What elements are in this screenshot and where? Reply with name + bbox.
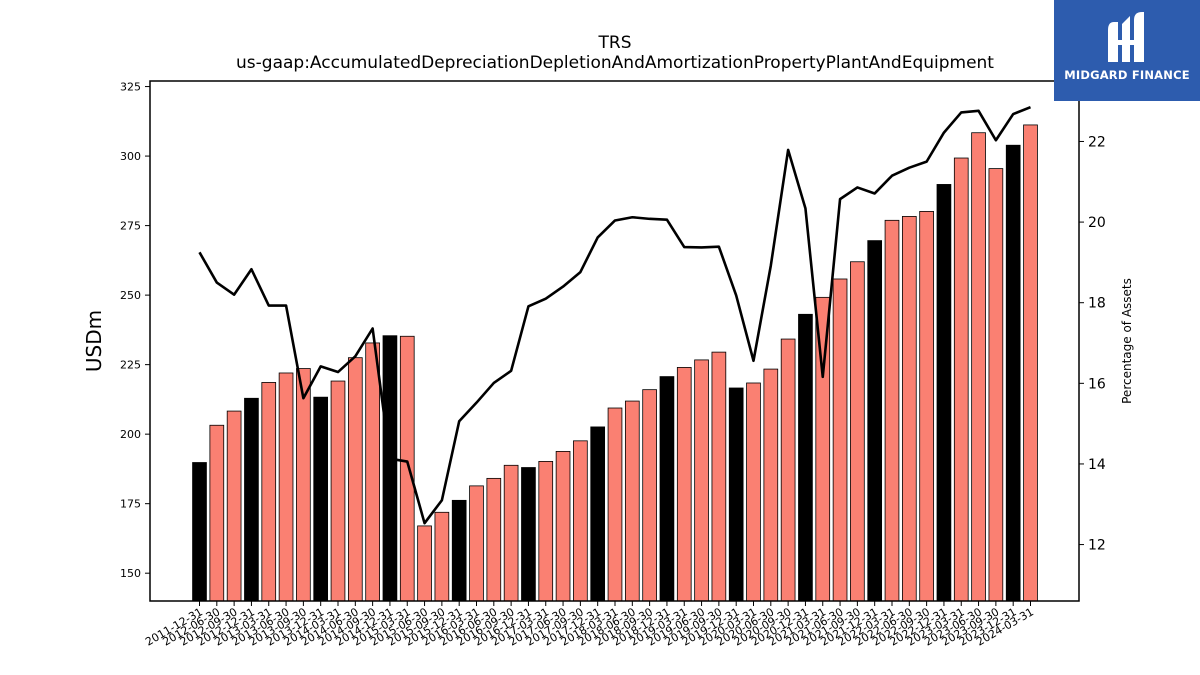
bar-2018-06-30: [624, 400, 640, 602]
bar-2016-09-30: [503, 464, 519, 602]
y-tick-label-200: 200: [120, 428, 141, 441]
y2-tick-label-20: 20: [1088, 215, 1106, 231]
chart-subtitle: us-gaap:AccumulatedDepreciationDepletion…: [236, 53, 994, 73]
bar-2022-03-31: [884, 219, 900, 602]
bar-2022-06-30: [901, 216, 917, 602]
bar-2017-12-31: [590, 426, 606, 602]
y2-tick-label-16: 16: [1088, 376, 1106, 392]
bar-2020-09-30: [780, 338, 796, 602]
bar-2015-06-30: [417, 525, 432, 602]
bar-2021-03-31: [815, 296, 831, 602]
bar-2019-12-31: [728, 387, 744, 602]
y-tick-label-325: 325: [120, 81, 141, 94]
bar-2017-06-30: [555, 450, 571, 602]
bar-2013-09-30: [296, 368, 311, 602]
bar-2017-03-31: [538, 461, 554, 602]
y2-tick-label-18: 18: [1088, 296, 1106, 312]
y-tick-label-250: 250: [120, 289, 141, 302]
bar-2019-03-31: [676, 367, 692, 602]
y-tick-label-175: 175: [120, 498, 141, 511]
bar-2023-06-30: [971, 132, 986, 602]
bar-2015-03-31: [399, 335, 415, 602]
bar-2023-03-31: [953, 157, 969, 602]
bar-2023-12-31: [1005, 144, 1021, 602]
bar-2020-03-31: [746, 382, 761, 602]
bar-2015-09-30: [434, 511, 450, 602]
y-tick-label-150: 150: [120, 567, 141, 580]
bar-2023-09-30: [988, 168, 1004, 602]
y-axis-right: 12 14 16 18 20 22: [1079, 134, 1106, 554]
bar-2014-12-31: [382, 335, 398, 602]
bar-2012-06-30: [209, 424, 225, 602]
bar-2018-09-30: [642, 389, 657, 602]
y-axis-label: USDm: [82, 310, 106, 372]
bar-2017-09-30: [573, 440, 588, 602]
bar-2019-06-30: [694, 359, 709, 602]
logo-mark-icon: [1108, 12, 1144, 62]
bar-2013-03-31: [261, 382, 277, 602]
bar-2021-06-30: [832, 278, 848, 602]
bar-2014-06-30: [347, 357, 363, 602]
y2-tick-label-14: 14: [1088, 457, 1106, 473]
bar-2019-09-30: [711, 351, 727, 602]
bar-2022-09-30: [919, 211, 934, 602]
bar-2018-03-31: [607, 407, 623, 602]
y-tick-label-275: 275: [120, 220, 141, 233]
y-tick-label-225: 225: [120, 359, 141, 372]
bar-2016-12-31: [521, 467, 536, 602]
bar-2014-03-31: [330, 380, 346, 602]
bar-2011-12-31: [192, 462, 207, 602]
y2-tick-label-12: 12: [1088, 538, 1106, 554]
bar-2013-12-31: [313, 396, 329, 602]
percentage-line: [198, 105, 1031, 525]
x-axis: 2011-12-312012-06-302012-09-302012-12-31…: [143, 601, 1036, 649]
logo-text: MIDGARD FINANCE: [1064, 68, 1190, 82]
y2-axis-label: Percentage of Assets: [1120, 278, 1134, 404]
bar-2018-12-31: [659, 376, 675, 602]
bar-2016-03-31: [469, 485, 484, 602]
y-tick-label-300: 300: [120, 150, 141, 163]
bar-2013-06-30: [278, 372, 294, 602]
line-group: [198, 105, 1031, 525]
brand-logo: MIDGARD FINANCE: [1054, 0, 1200, 101]
bar-2022-12-31: [936, 184, 952, 602]
y2-tick-label-22: 22: [1088, 134, 1106, 150]
bar-2012-09-30: [226, 410, 242, 602]
bar-2014-09-30: [365, 342, 380, 602]
bar-group: [192, 124, 1038, 602]
bar-2020-12-31: [798, 313, 813, 602]
bar-2021-12-31: [867, 240, 883, 602]
bar-2015-12-31: [451, 499, 467, 602]
bar-2012-12-31: [244, 397, 259, 602]
bar-2024-03-31: [1023, 124, 1038, 602]
bar-2016-06-30: [486, 477, 502, 602]
chart-title: TRS: [598, 33, 632, 53]
bar-2021-09-30: [850, 261, 865, 602]
y-axis-left: 150 175 200 225 250 275 300 325: [120, 81, 150, 580]
bar-2020-06-30: [763, 368, 779, 602]
